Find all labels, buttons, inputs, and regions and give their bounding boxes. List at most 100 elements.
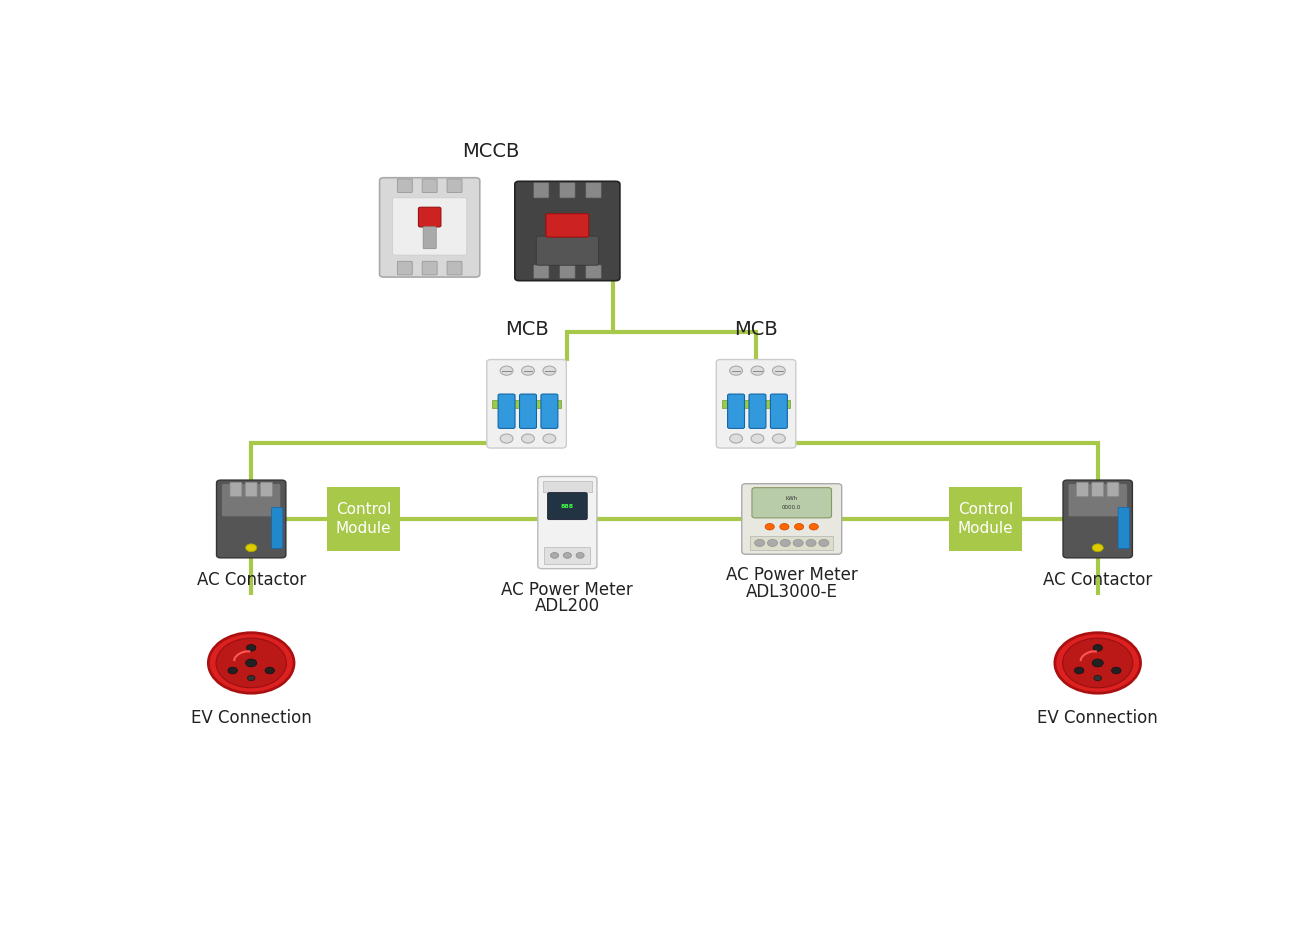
Text: MCB: MCB <box>505 321 549 339</box>
Text: Control
Module: Control Module <box>958 502 1013 536</box>
FancyBboxPatch shape <box>1063 480 1132 558</box>
FancyBboxPatch shape <box>499 394 515 428</box>
FancyBboxPatch shape <box>245 482 257 496</box>
Text: kWh: kWh <box>786 496 797 501</box>
Circle shape <box>805 539 816 547</box>
FancyBboxPatch shape <box>418 208 441 227</box>
Circle shape <box>819 539 829 547</box>
Text: ADL3000-E: ADL3000-E <box>746 583 838 600</box>
Text: AC Contactor: AC Contactor <box>1044 571 1153 589</box>
FancyBboxPatch shape <box>949 486 1023 552</box>
Circle shape <box>1092 659 1103 667</box>
FancyBboxPatch shape <box>424 226 436 249</box>
Circle shape <box>1094 675 1101 681</box>
Text: 888: 888 <box>561 504 574 509</box>
Circle shape <box>795 524 804 530</box>
Circle shape <box>1112 668 1121 674</box>
FancyBboxPatch shape <box>536 237 599 266</box>
Circle shape <box>1062 639 1133 688</box>
FancyBboxPatch shape <box>546 213 588 237</box>
FancyBboxPatch shape <box>538 477 597 568</box>
Circle shape <box>767 539 778 547</box>
Text: 0000.0: 0000.0 <box>782 505 801 510</box>
Bar <box>545 547 591 564</box>
Circle shape <box>1094 644 1103 651</box>
FancyBboxPatch shape <box>447 261 462 275</box>
Text: ADL200: ADL200 <box>534 597 600 615</box>
FancyBboxPatch shape <box>751 488 832 518</box>
Text: AC Power Meter: AC Power Meter <box>501 581 633 598</box>
FancyBboxPatch shape <box>221 483 280 517</box>
Text: AC Contactor: AC Contactor <box>196 571 305 589</box>
Circle shape <box>772 367 786 375</box>
Circle shape <box>216 639 287 688</box>
Circle shape <box>500 367 513 375</box>
FancyBboxPatch shape <box>728 394 745 428</box>
Bar <box>544 482 592 493</box>
Circle shape <box>729 367 742 375</box>
Text: EV Connection: EV Connection <box>191 710 312 727</box>
Circle shape <box>729 434 742 443</box>
Circle shape <box>246 544 257 552</box>
Text: MCCB: MCCB <box>462 142 520 162</box>
FancyBboxPatch shape <box>447 179 462 193</box>
FancyBboxPatch shape <box>586 265 601 279</box>
Circle shape <box>246 659 257 667</box>
FancyBboxPatch shape <box>586 182 601 198</box>
Circle shape <box>809 524 819 530</box>
FancyBboxPatch shape <box>1069 483 1128 517</box>
FancyBboxPatch shape <box>230 482 242 496</box>
FancyBboxPatch shape <box>1076 482 1088 496</box>
FancyBboxPatch shape <box>326 486 400 552</box>
FancyBboxPatch shape <box>422 179 437 193</box>
Circle shape <box>1055 633 1141 693</box>
FancyBboxPatch shape <box>1092 482 1104 496</box>
Circle shape <box>754 539 765 547</box>
Circle shape <box>765 524 774 530</box>
Text: Control
Module: Control Module <box>336 502 391 536</box>
Circle shape <box>550 553 559 558</box>
Circle shape <box>247 675 255 681</box>
Circle shape <box>521 434 534 443</box>
Circle shape <box>751 367 763 375</box>
FancyBboxPatch shape <box>716 359 796 448</box>
FancyBboxPatch shape <box>742 483 842 554</box>
Bar <box>492 399 561 408</box>
Bar <box>750 536 833 550</box>
Circle shape <box>1092 544 1103 552</box>
Circle shape <box>228 668 237 674</box>
Circle shape <box>265 668 275 674</box>
FancyBboxPatch shape <box>392 198 467 255</box>
FancyBboxPatch shape <box>559 182 575 198</box>
FancyBboxPatch shape <box>541 394 558 428</box>
Circle shape <box>751 434 763 443</box>
FancyBboxPatch shape <box>1107 482 1119 496</box>
FancyBboxPatch shape <box>271 508 283 549</box>
FancyBboxPatch shape <box>217 480 286 558</box>
FancyBboxPatch shape <box>487 359 566 448</box>
FancyBboxPatch shape <box>1119 508 1129 549</box>
FancyBboxPatch shape <box>770 394 787 428</box>
FancyBboxPatch shape <box>261 482 272 496</box>
FancyBboxPatch shape <box>749 394 766 428</box>
FancyBboxPatch shape <box>422 261 437 275</box>
FancyBboxPatch shape <box>397 261 412 275</box>
Bar <box>721 399 791 408</box>
Circle shape <box>208 633 293 693</box>
Circle shape <box>1074 668 1084 674</box>
Circle shape <box>563 553 571 558</box>
Circle shape <box>576 553 584 558</box>
Circle shape <box>246 644 255 651</box>
Circle shape <box>780 539 791 547</box>
Circle shape <box>780 524 790 530</box>
Circle shape <box>794 539 803 547</box>
FancyBboxPatch shape <box>520 394 537 428</box>
FancyBboxPatch shape <box>515 181 620 280</box>
FancyBboxPatch shape <box>533 265 549 279</box>
Circle shape <box>544 367 555 375</box>
Text: EV Connection: EV Connection <box>1037 710 1158 727</box>
Text: AC Power Meter: AC Power Meter <box>726 566 858 584</box>
Text: MCB: MCB <box>734 321 778 339</box>
Circle shape <box>772 434 786 443</box>
FancyBboxPatch shape <box>379 178 480 277</box>
